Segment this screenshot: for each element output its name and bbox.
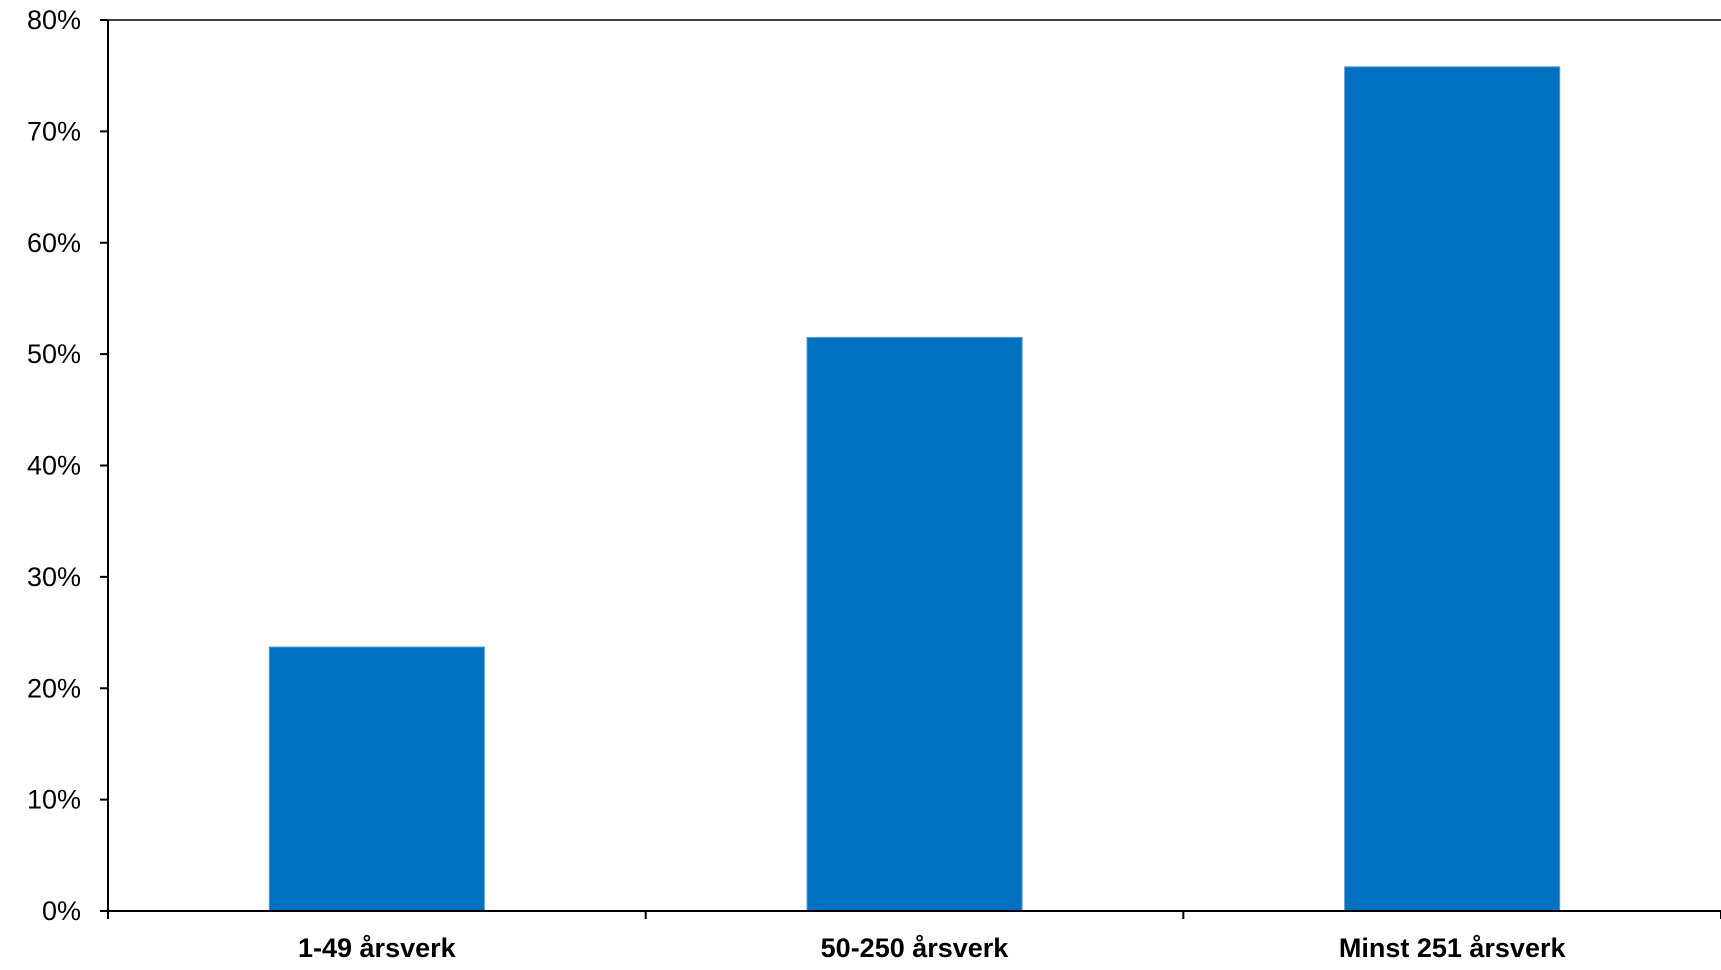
y-tick-label: 40%: [27, 451, 81, 481]
bar-2: [806, 336, 1023, 912]
x-category-label: 50-250 årsverk: [821, 933, 1010, 963]
x-category-label: 1-49 årsverk: [298, 933, 457, 963]
y-tick-label: 80%: [27, 5, 81, 35]
x-category-label: Minst 251 årsverk: [1339, 933, 1567, 963]
y-tick-label: 10%: [27, 785, 81, 815]
y-tick-label: 20%: [27, 673, 81, 703]
y-tick-label: 0%: [42, 896, 81, 926]
y-axis-ticks: 0% 10% 20% 30% 40% 50% 60% 70% 80%: [27, 5, 108, 926]
bar-1: [268, 646, 485, 912]
y-tick-label: 30%: [27, 562, 81, 592]
x-axis-ticks: 1-49 årsverk 50-250 årsverk Minst 251 årsv…: [107, 911, 1721, 963]
bars: [268, 66, 1561, 912]
y-tick-label: 70%: [27, 116, 81, 146]
y-tick-label: 50%: [27, 339, 81, 369]
bar-3: [1344, 66, 1561, 912]
y-tick-label: 60%: [27, 228, 81, 258]
